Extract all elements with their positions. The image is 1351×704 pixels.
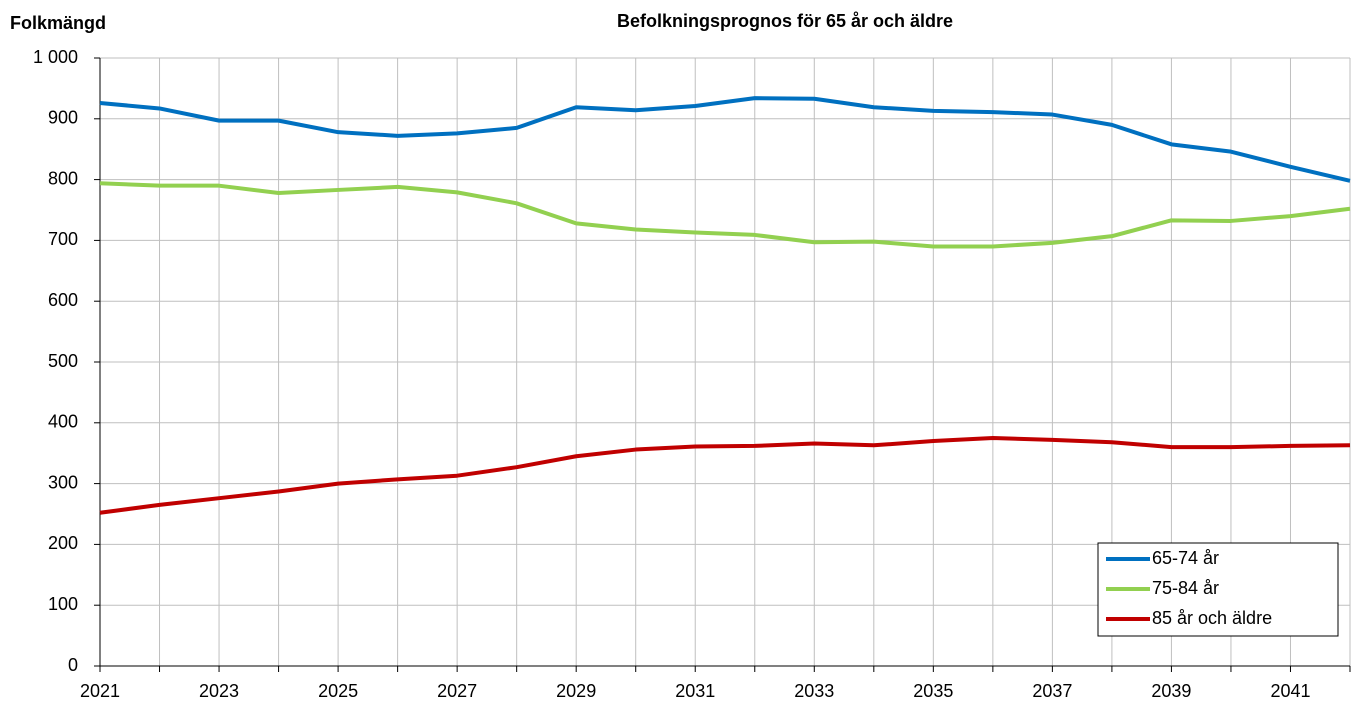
y-tick-label: 300 (48, 472, 78, 492)
y-tick-label: 600 (48, 290, 78, 310)
series-line (99, 181, 1351, 249)
y-tick-label: 400 (48, 412, 78, 432)
x-tick-label: 2033 (794, 681, 834, 701)
x-tick-label: 2027 (437, 681, 477, 701)
y-tick-label: 0 (68, 655, 78, 675)
y-tick-label: 1 000 (33, 47, 78, 67)
legend-label: 75-84 år (1152, 578, 1219, 598)
y-tick-label: 500 (48, 351, 78, 371)
y-tick-label: 200 (48, 533, 78, 553)
x-tick-label: 2041 (1270, 681, 1310, 701)
legend-label: 65-74 år (1152, 548, 1219, 568)
y-tick-label: 700 (48, 229, 78, 249)
y-tick-label: 100 (48, 594, 78, 614)
x-tick-label: 2037 (1032, 681, 1072, 701)
x-tick-label: 2025 (318, 681, 358, 701)
x-tick-label: 2031 (675, 681, 715, 701)
y-tick-label: 800 (48, 168, 78, 188)
x-tick-label: 2029 (556, 681, 596, 701)
y-tick-label: 900 (48, 108, 78, 128)
y-axis-label: Folkmängd (10, 13, 106, 33)
chart-title: Befolkningsprognos för 65 år och äldre (617, 11, 953, 31)
series-line (99, 96, 1351, 183)
series-line (99, 436, 1351, 515)
x-tick-label: 2035 (913, 681, 953, 701)
x-tick-label: 2021 (80, 681, 120, 701)
x-tick-label: 2039 (1151, 681, 1191, 701)
x-tick-label: 2023 (199, 681, 239, 701)
legend-label: 85 år och äldre (1152, 608, 1272, 628)
